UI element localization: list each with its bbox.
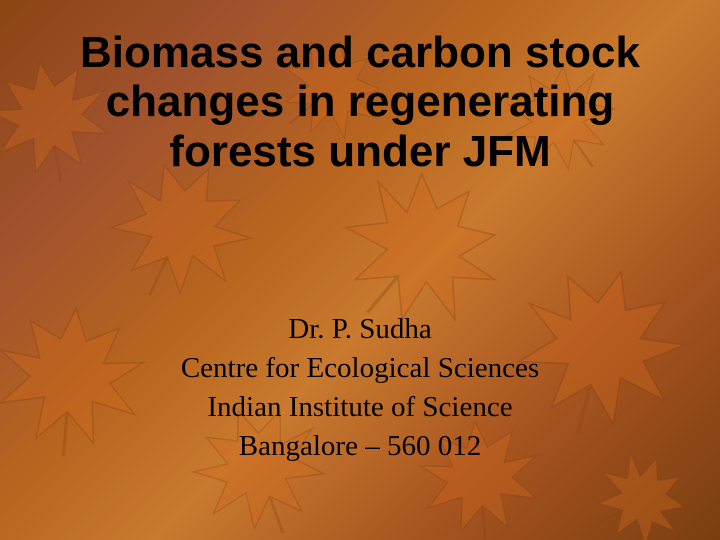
- author-line-2: Centre for Ecological Sciences: [40, 349, 680, 388]
- title-line-2: changes in regenerating: [106, 77, 615, 126]
- title-line-1: Biomass and carbon stock: [80, 28, 640, 77]
- title-block: Biomass and carbon stock changes in rege…: [40, 28, 680, 176]
- slide: Biomass and carbon stock changes in rege…: [0, 0, 720, 540]
- author-line-4: Bangalore – 560 012: [40, 427, 680, 466]
- author-line-3: Indian Institute of Science: [40, 388, 680, 427]
- author-line-1: Dr. P. Sudha: [40, 310, 680, 349]
- title-line-3: forests under JFM: [169, 127, 550, 176]
- author-block: Dr. P. Sudha Centre for Ecological Scien…: [40, 310, 680, 467]
- slide-title: Biomass and carbon stock changes in rege…: [40, 28, 680, 176]
